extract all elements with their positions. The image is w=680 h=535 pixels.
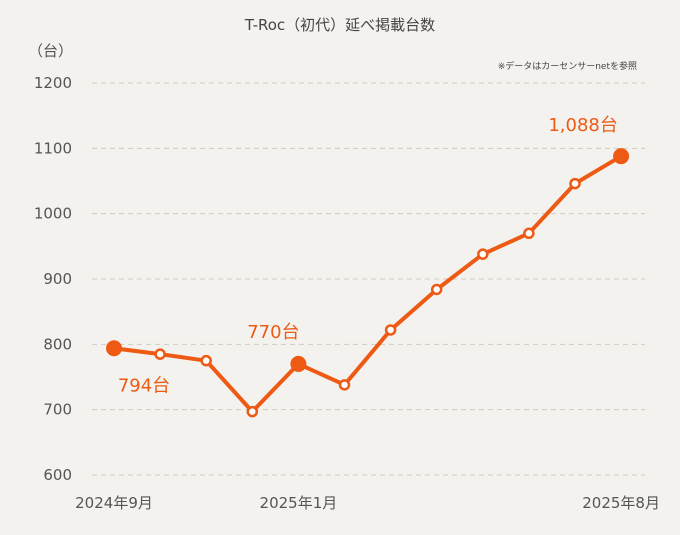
y-tick-label: 800 — [43, 335, 72, 353]
y-tick-label: 1100 — [34, 139, 72, 157]
y-axis-unit-label: （台） — [28, 42, 73, 60]
x-tick-label: 2025年1月 — [260, 494, 338, 512]
x-tick-label: 2024年9月 — [75, 494, 153, 512]
series-line — [112, 154, 624, 414]
y-tick-label: 700 — [43, 401, 72, 419]
y-tick-label: 900 — [43, 270, 72, 288]
data-label: 770台 — [247, 322, 299, 343]
data-point — [154, 348, 166, 360]
chart-title: T-Roc（初代）延べ掲載台数 — [244, 16, 435, 34]
data-points — [106, 148, 630, 418]
y-axis-ticks: 600 700 800 900 1000 1100 1200 — [34, 74, 72, 484]
data-label: 1,088台 — [548, 115, 618, 136]
y-tick-label: 1200 — [34, 74, 72, 92]
data-point — [569, 177, 581, 190]
data-point — [338, 379, 351, 391]
y-tick-label: 600 — [43, 466, 72, 484]
data-point — [200, 354, 212, 367]
x-tick-label: 2025年8月 — [582, 494, 660, 512]
x-axis-ticks: 2024年9月 2025年1月 2025年8月 — [75, 494, 660, 512]
data-point — [384, 324, 397, 336]
data-label: 794台 — [118, 375, 170, 396]
data-point — [523, 227, 535, 240]
series-line-group — [112, 154, 624, 414]
data-labels: 794台 770台 1,088台 — [118, 115, 618, 396]
gridlines — [92, 82, 645, 476]
data-point — [430, 283, 443, 296]
highlight-point — [290, 355, 307, 372]
highlight-point — [613, 148, 630, 165]
highlight-point — [106, 340, 122, 357]
data-point — [477, 248, 489, 260]
y-tick-label: 1000 — [34, 205, 72, 223]
source-note: ※データはカーセンサーnetを参照 — [498, 60, 637, 72]
data-point — [246, 405, 259, 418]
